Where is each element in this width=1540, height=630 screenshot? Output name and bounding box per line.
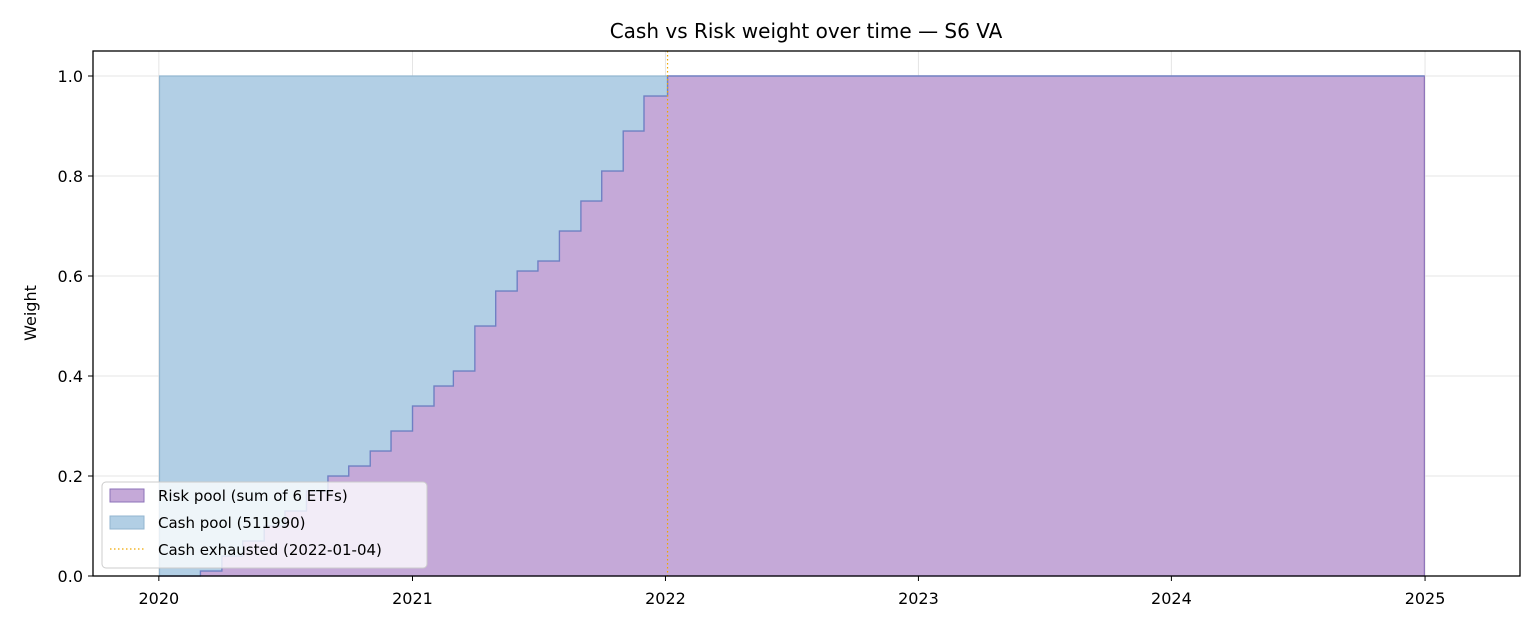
x-tick-label: 2025 (1405, 589, 1446, 608)
x-tick-label: 2021 (392, 589, 433, 608)
y-tick-label: 0.8 (58, 167, 83, 186)
legend-swatch-cash (109, 515, 145, 530)
chart-title: Cash vs Risk weight over time — S6 VA (610, 19, 1003, 43)
y-tick-label: 0.0 (58, 567, 83, 586)
legend: Risk pool (sum of 6 ETFs) Cash pool (511… (101, 481, 428, 569)
y-tick-label: 0.6 (58, 267, 83, 286)
legend-label-risk: Risk pool (sum of 6 ETFs) (158, 487, 348, 505)
y-tick-label: 0.2 (58, 467, 83, 486)
legend-label-cash: Cash pool (511990) (158, 514, 306, 532)
legend-label-cash-exhausted: Cash exhausted (2022-01-04) (158, 541, 382, 559)
y-axis-label: Weight (21, 285, 40, 341)
y-tick-label: 0.4 (58, 367, 83, 386)
legend-box (101, 481, 428, 569)
x-tick-label: 2020 (138, 589, 179, 608)
x-tick-label: 2023 (898, 589, 939, 608)
legend-swatch-risk (109, 488, 145, 503)
y-axis: 0.0 0.2 0.4 0.6 0.8 1.0 (58, 67, 93, 586)
plot-frame (92, 50, 1521, 577)
x-tick-label: 2024 (1151, 589, 1192, 608)
x-tick-label: 2022 (645, 589, 686, 608)
y-tick-label: 1.0 (58, 67, 83, 86)
x-axis: 2020 2021 2022 2023 2024 2025 (138, 576, 1445, 608)
